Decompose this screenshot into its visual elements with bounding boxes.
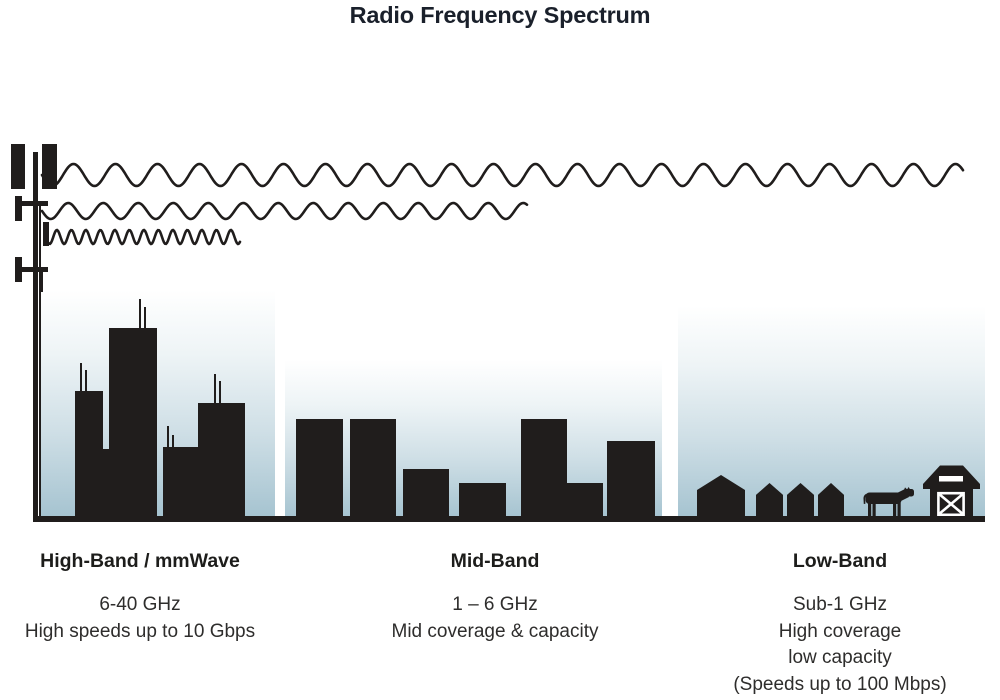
midrise-building xyxy=(459,483,506,518)
rooftop-antenna xyxy=(79,363,82,393)
long-wavelength-wave xyxy=(40,162,965,188)
low-band-heading: Low-Band xyxy=(792,550,888,572)
medium-wavelength-wave xyxy=(40,201,529,221)
rooftop-antenna xyxy=(84,370,87,393)
low-building xyxy=(100,449,112,518)
tower-mast-secondary xyxy=(38,203,41,518)
midrise-building xyxy=(607,441,655,518)
rooftop-antenna xyxy=(171,435,174,448)
mid-band-description: 1 – 6 GHz Mid coverage & capacity xyxy=(355,592,635,645)
low-band-coverage: High coverage xyxy=(778,620,902,642)
tower-mast xyxy=(33,152,38,518)
mid-band-coverage: Mid coverage & capacity xyxy=(391,620,599,642)
midrise-building xyxy=(521,419,567,518)
mid-band-frequency: 1 – 6 GHz xyxy=(452,594,538,615)
low-band-description: Sub-1 GHz High coverage low capacity (Sp… xyxy=(700,592,980,698)
skyscraper xyxy=(198,403,245,518)
antenna-panel-right xyxy=(42,144,57,189)
short-wavelength-wave xyxy=(44,228,242,246)
tower-crossbar-upper xyxy=(18,201,48,206)
high-band-heading: High-Band / mmWave xyxy=(40,550,240,572)
low-band-frequency: Sub-1 GHz xyxy=(793,594,887,615)
skyscraper xyxy=(163,447,198,518)
rooftop-antenna xyxy=(144,307,146,330)
midrise-building xyxy=(403,469,449,518)
side-antenna-lower xyxy=(15,257,22,282)
diagram-title: Radio Frequency Spectrum xyxy=(349,2,651,28)
side-antenna-right xyxy=(43,222,49,246)
mast-stub xyxy=(39,272,43,292)
tower-crossbar-lower xyxy=(18,267,48,272)
high-band-frequency: 6-40 GHz xyxy=(99,594,181,615)
rooftop-antenna xyxy=(167,426,169,448)
skyscraper-tall xyxy=(109,328,157,518)
antenna-panel-left xyxy=(11,144,25,189)
skyscraper xyxy=(75,391,103,518)
barn-door xyxy=(937,491,965,517)
barn-loft-vent xyxy=(939,476,963,482)
cow-icon xyxy=(863,487,914,518)
mid-band-heading: Mid-Band xyxy=(450,550,540,572)
rooftop-antenna xyxy=(139,299,141,330)
midrise-building xyxy=(567,483,603,518)
high-band-speed: High speeds up to 10 Gbps xyxy=(24,620,256,642)
rooftop-antenna xyxy=(213,374,216,405)
side-antenna-upper xyxy=(15,196,22,221)
midrise-building xyxy=(350,419,396,518)
low-band-speed: (Speeds up to 100 Mbps) xyxy=(733,673,947,695)
low-band-capacity: low capacity xyxy=(788,647,892,668)
high-band-description: 6-40 GHz High speeds up to 10 Gbps xyxy=(0,592,280,645)
ground-line xyxy=(33,516,985,522)
rooftop-antenna xyxy=(218,381,221,405)
midrise-building xyxy=(296,419,343,518)
barn-icon xyxy=(923,465,980,518)
